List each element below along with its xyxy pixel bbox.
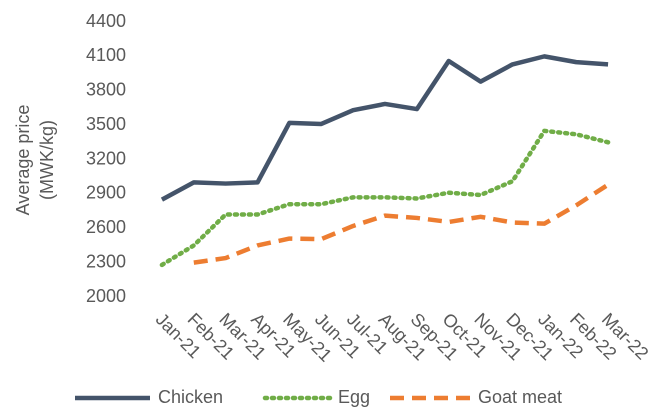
y-tick-label: 2300	[86, 251, 126, 271]
y-axis-label: (MWK/kg)	[37, 120, 57, 200]
series-line	[159, 128, 611, 268]
series-line	[193, 182, 610, 265]
y-tick-label: 2600	[86, 217, 126, 237]
legend-label: Goat meat	[478, 387, 562, 407]
y-axis-label: Average price	[13, 105, 33, 216]
y-tick-label: 2900	[86, 183, 126, 203]
y-tick-label: 4100	[86, 45, 126, 65]
y-tick-label: 3500	[86, 114, 126, 134]
y-tick-label: 4400	[86, 11, 126, 31]
legend-label: Egg	[338, 387, 370, 407]
y-tick-label: 2000	[86, 286, 126, 306]
series-line	[160, 54, 609, 202]
legend-label: Chicken	[158, 387, 223, 407]
y-tick-label: 3800	[86, 80, 126, 100]
y-tick-label: 3200	[86, 148, 126, 168]
